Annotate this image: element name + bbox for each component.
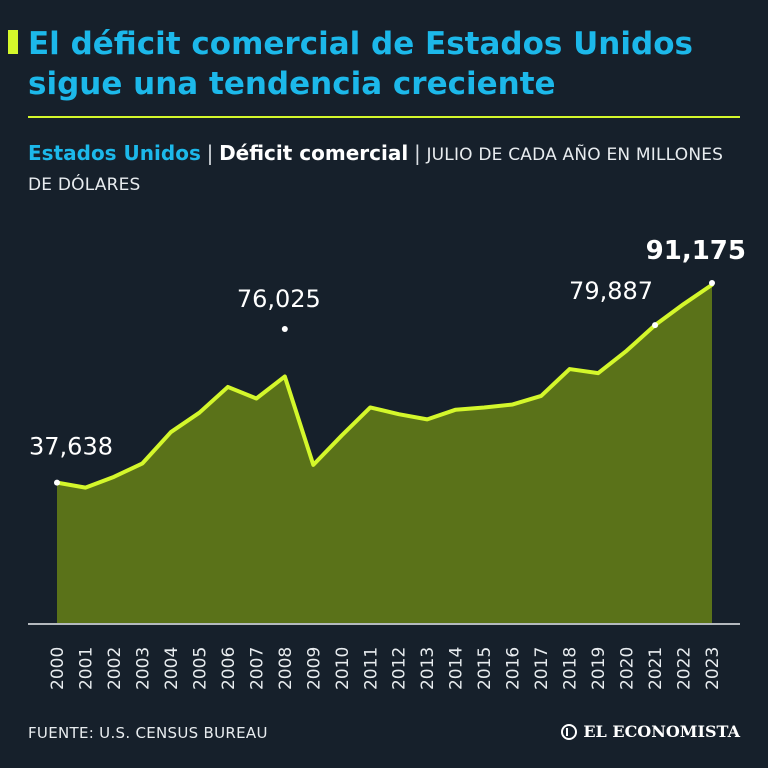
annotated-point-2023 bbox=[709, 280, 715, 286]
annotated-point-2000 bbox=[54, 479, 60, 486]
subtitle-separator: | bbox=[413, 141, 421, 165]
x-tick-label: 2007 bbox=[247, 647, 267, 690]
annotated-point-2021 bbox=[652, 322, 659, 329]
x-tick-label: 2009 bbox=[304, 647, 324, 690]
x-tick-label: 2000 bbox=[48, 647, 68, 690]
x-tick-label: 2017 bbox=[532, 647, 552, 690]
x-tick-label: 2020 bbox=[618, 647, 638, 690]
x-tick-label: 2005 bbox=[190, 647, 210, 690]
subtitle-metric: Déficit comercial bbox=[219, 141, 409, 165]
x-tick-label: 2013 bbox=[418, 647, 438, 690]
annotated-point-2008 bbox=[281, 326, 288, 332]
data-label-2021: 79,887 bbox=[569, 277, 653, 305]
subtitle-country: Estados Unidos bbox=[28, 141, 201, 165]
x-tick-label: 2010 bbox=[333, 647, 353, 690]
data-label-2000: 37,638 bbox=[29, 433, 113, 461]
title-accent-bar bbox=[8, 30, 18, 54]
data-label-2008: 76,025 bbox=[237, 285, 321, 313]
x-tick-label: 2019 bbox=[589, 647, 609, 690]
series-line bbox=[55, 282, 714, 490]
x-tick-label: 2001 bbox=[76, 647, 96, 690]
x-tick-label: 2022 bbox=[675, 647, 695, 690]
title-divider bbox=[28, 116, 740, 118]
source-note: FUENTE: U.S. CENSUS BUREAU bbox=[28, 724, 268, 742]
chart-title: El déficit comercial de Estados Unidos s… bbox=[28, 26, 693, 102]
x-tick-label: 2008 bbox=[276, 647, 296, 690]
data-label-2023: 91,175 bbox=[646, 236, 746, 266]
x-tick-label: 2018 bbox=[561, 647, 581, 690]
brand-logo: EL ECONOMISTA bbox=[561, 722, 740, 741]
x-tick-label: 2023 bbox=[703, 647, 723, 690]
chart-subtitle: Estados Unidos | Déficit comercial | JUL… bbox=[28, 138, 740, 200]
x-tick-label: 2002 bbox=[105, 647, 125, 690]
x-tick-label: 2006 bbox=[219, 647, 239, 690]
x-tick-label: 2003 bbox=[133, 647, 153, 690]
x-tick-label: 2014 bbox=[447, 647, 467, 690]
subtitle-unit: JULIO DE CADA AÑO EN MILLONES DE DÓLARES bbox=[28, 145, 724, 195]
series-area bbox=[57, 284, 712, 623]
subtitle-separator: | bbox=[206, 141, 214, 165]
brand-name: EL ECONOMISTA bbox=[583, 722, 740, 741]
x-tick-label: 2012 bbox=[390, 647, 410, 690]
x-tick-label: 2015 bbox=[475, 647, 495, 690]
x-tick-label: 2016 bbox=[504, 647, 524, 690]
brand-icon bbox=[561, 723, 578, 740]
x-tick-label: 2021 bbox=[646, 647, 666, 690]
x-tick-label: 2004 bbox=[162, 647, 182, 690]
x-tick-label: 2011 bbox=[361, 647, 381, 690]
